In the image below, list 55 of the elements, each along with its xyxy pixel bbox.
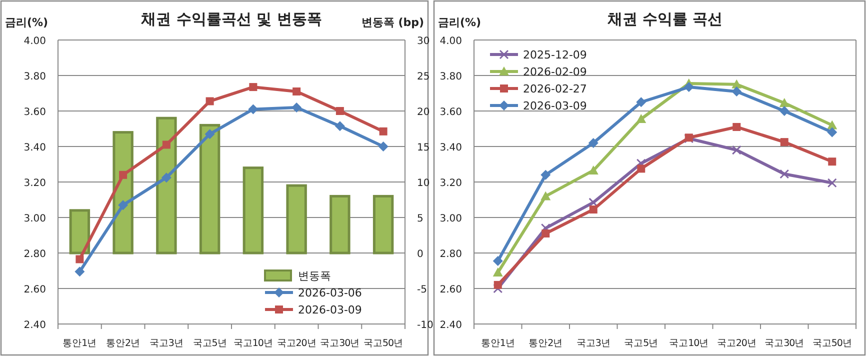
y-tick-label: 2.40 [24, 320, 46, 331]
y2-tick-label: 25 [417, 72, 430, 82]
x-tick-label: 국고5년 [624, 338, 658, 349]
y-tick-label: 2.80 [440, 249, 462, 260]
y-tick-label: 3.00 [440, 214, 462, 224]
y2-tick-label: 10 [417, 178, 430, 189]
y-tick-label: 3.40 [440, 142, 462, 154]
legend-label: 변동폭 [298, 270, 331, 282]
y-tick-label: 3.40 [24, 142, 46, 154]
x-tick-label: 국고20년 [276, 338, 316, 349]
y-tick-label: 3.60 [440, 107, 462, 118]
x-tick-label: 국고50년 [812, 338, 852, 349]
y-tick-label: 2.60 [24, 284, 46, 296]
legend-label: 2026-03-09 [523, 100, 587, 112]
y2-tick-label: 30 [417, 36, 430, 47]
x-tick-label: 국고30년 [764, 338, 804, 349]
x-tick-label: 국고3년 [576, 338, 610, 349]
x-tick-label: 통안2년 [106, 338, 140, 349]
x-tick-label: 국고20년 [716, 338, 756, 349]
x-tick-label: 국고5년 [192, 338, 227, 349]
y-tick-label: 4.00 [440, 36, 462, 47]
x-tick-label: 국고50년 [364, 338, 404, 349]
y2-axis-title: 변동폭 (bp) [361, 16, 424, 29]
y-tick-label: 3.80 [24, 72, 46, 82]
x-tick-label: 통안2년 [528, 338, 563, 349]
y-tick-label: 2.80 [24, 249, 46, 260]
x-tick-label: 국고10년 [233, 338, 273, 349]
y2-tick-label: 15 [417, 142, 430, 154]
legend-label: 2026-03-09 [298, 304, 362, 316]
legend-label: 2026-02-27 [523, 82, 587, 96]
y2-tick-label: -10 [417, 320, 434, 331]
y-tick-label: 3.60 [24, 107, 46, 118]
y2-tick-label: 20 [417, 107, 430, 118]
y-tick-label: 3.00 [24, 214, 46, 224]
y-tick-label: 3.20 [24, 178, 46, 189]
x-tick-label: 국고10년 [669, 338, 709, 349]
y-tick-label: 2.40 [440, 320, 462, 331]
y-tick-label: 3.80 [440, 72, 462, 82]
chart-title: 채권 수익률 곡선 [606, 10, 723, 28]
x-tick-label: 통안1년 [480, 338, 515, 349]
legend-label: 2026-03-06 [298, 286, 362, 300]
y-axis-title: 금리(%) [438, 16, 482, 29]
x-tick-label: 국고30년 [320, 338, 360, 349]
y2-tick-label: -5 [417, 284, 427, 296]
y2-tick-label: 5 [417, 214, 424, 224]
x-tick-label: 국고3년 [149, 338, 184, 349]
legend-label: 2025-12-09 [523, 48, 587, 62]
y-tick-label: 4.00 [24, 36, 46, 47]
x-tick-label: 통안1년 [62, 338, 97, 349]
y2-tick-label: 0 [417, 249, 424, 260]
y-tick-label: 3.20 [440, 178, 462, 189]
legend-label: 2026-02-09 [523, 66, 587, 78]
y-axis-title: 금리(%) [5, 16, 48, 29]
y-tick-label: 2.60 [440, 284, 462, 296]
chart-title: 채권 수익률곡선 및 변동폭 [140, 10, 322, 28]
